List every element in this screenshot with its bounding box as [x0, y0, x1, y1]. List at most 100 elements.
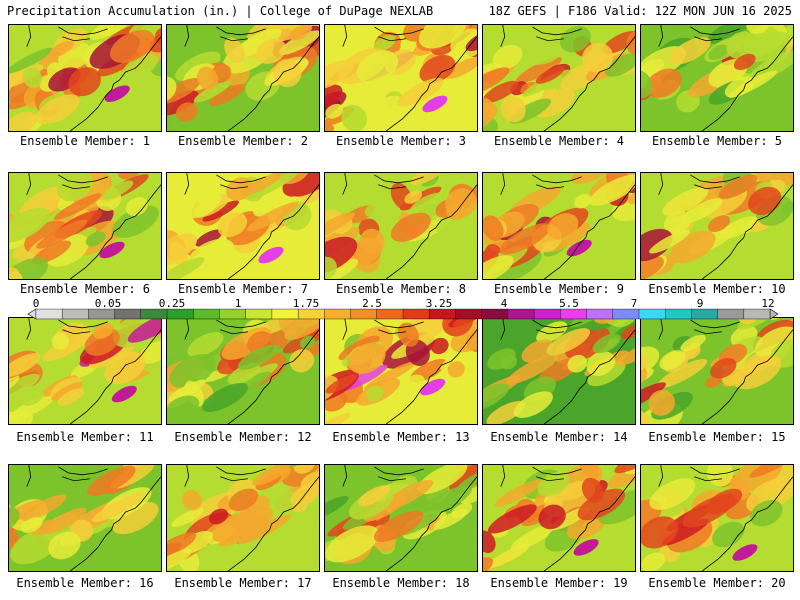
scale-bar: [27, 308, 779, 320]
ensemble-member-label: Ensemble Member: 9: [493, 282, 625, 296]
ensemble-member-map: [166, 317, 320, 425]
scale-color-bin: [481, 308, 509, 320]
ensemble-member-label: Ensemble Member: 1: [19, 134, 151, 148]
scale-color-bin: [35, 308, 63, 320]
scale-color-bin: [114, 308, 142, 320]
scale-tick-label: 5.5: [559, 297, 579, 310]
ensemble-member-map: [482, 317, 636, 425]
scale-tick-labels: 0 0.05 0.25 1 1.75 2.5 3.25 4 5.5 7 9 12: [32, 297, 775, 310]
ensemble-member-map: [8, 172, 162, 280]
scale-color-bin: [612, 308, 640, 320]
map-title: Precipitation Accumulation (in.) | Colle…: [7, 4, 434, 18]
scale-right-arrow: [769, 308, 779, 320]
precipitation-field: [167, 465, 319, 571]
ensemble-member-map: [8, 464, 162, 572]
scale-tick-label: 0.25: [158, 297, 186, 310]
ensemble-member-map: [482, 172, 636, 280]
scale-color-bin: [507, 308, 535, 320]
ensemble-member-label: Ensemble Member: 18: [332, 576, 470, 590]
ensemble-member-map: [8, 24, 162, 132]
ensemble-member-map: [166, 464, 320, 572]
scale-tick-label: 0: [32, 297, 40, 310]
scale-color-bin: [717, 308, 745, 320]
precipitation-field: [9, 25, 161, 131]
precipitation-field: [9, 465, 161, 571]
precipitation-field: [167, 173, 319, 279]
scale-tick-label: 1: [234, 297, 242, 310]
scale-color-bin: [664, 308, 692, 320]
ensemble-member-label: Ensemble Member: 19: [490, 576, 628, 590]
ensemble-member-label: Ensemble Member: 15: [648, 430, 786, 444]
ensemble-member-map: [324, 24, 478, 132]
ensemble-member-map: [324, 172, 478, 280]
precipitation-field: [641, 465, 793, 571]
ensemble-member-label: Ensemble Member: 16: [16, 576, 154, 590]
ensemble-member-label: Ensemble Member: 5: [651, 134, 783, 148]
precipitation-field: [9, 173, 161, 279]
ensemble-member-label: Ensemble Member: 6: [19, 282, 151, 296]
scale-left-arrow: [27, 308, 37, 320]
scale-color-bin: [140, 308, 168, 320]
precipitation-field: [325, 25, 477, 131]
scale-color-bin: [61, 308, 89, 320]
ensemble-member-label: Ensemble Member: 8: [335, 282, 467, 296]
ensemble-member-map: [166, 24, 320, 132]
ensemble-member-map: [324, 317, 478, 425]
precipitation-field: [9, 318, 161, 424]
ensemble-member-label: Ensemble Member: 13: [332, 430, 470, 444]
precipitation-field: [641, 173, 793, 279]
ensemble-member-label: Ensemble Member: 11: [16, 430, 154, 444]
ensemble-member-label: Ensemble Member: 12: [174, 430, 312, 444]
scale-color-bin: [88, 308, 116, 320]
scale-color-bin: [350, 308, 378, 320]
ensemble-member-label: Ensemble Member: 4: [493, 134, 625, 148]
precipitation-field: [483, 25, 635, 131]
scale-color-bin: [560, 308, 588, 320]
scale-tick-label: 9: [696, 297, 704, 310]
ensemble-member-label: Ensemble Member: 10: [648, 282, 786, 296]
scale-tick-label: 4: [500, 297, 508, 310]
scale-tick-label: 7: [630, 297, 638, 310]
scale-color-bin: [638, 308, 666, 320]
precipitation-field: [641, 25, 793, 131]
scale-color-bin: [402, 308, 430, 320]
precipitation-color-scale: 0 0.05 0.25 1 1.75 2.5 3.25 4 5.5 7 9 12: [27, 297, 779, 321]
precipitation-field: [483, 465, 635, 571]
ensemble-member-map: [482, 464, 636, 572]
scale-tick-label: 2.5: [362, 297, 382, 310]
precipitation-field: [483, 173, 635, 279]
scale-color-bin: [691, 308, 719, 320]
ensemble-member-label: Ensemble Member: 20: [648, 576, 786, 590]
scale-color-bin: [455, 308, 483, 320]
ensemble-member-label: Ensemble Member: 3: [335, 134, 467, 148]
precipitation-field: [483, 318, 635, 424]
scale-color-bin: [743, 308, 771, 320]
precipitation-field: [641, 318, 793, 424]
scale-color-bin: [271, 308, 299, 320]
precipitation-field: [167, 318, 319, 424]
ensemble-member-label: Ensemble Member: 2: [177, 134, 309, 148]
precipitation-field: [325, 465, 477, 571]
ensemble-member-map: [166, 172, 320, 280]
ensemble-member-label: Ensemble Member: 17: [174, 576, 312, 590]
precipitation-field: [167, 25, 319, 131]
scale-color-bin: [324, 308, 352, 320]
model-run-info: 18Z GEFS | F186 Valid: 12Z MON JUN 16 20…: [488, 4, 792, 18]
scale-color-bin: [533, 308, 561, 320]
precipitation-field: [325, 173, 477, 279]
scale-tick-label: 1.75: [292, 297, 320, 310]
ensemble-member-map: [640, 24, 794, 132]
scale-tick-label: 0.05: [94, 297, 122, 310]
scale-color-bin: [376, 308, 404, 320]
ensemble-member-map: [482, 24, 636, 132]
ensemble-member-map: [640, 464, 794, 572]
ensemble-member-label: Ensemble Member: 14: [490, 430, 628, 444]
ensemble-member-label: Ensemble Member: 7: [177, 282, 309, 296]
scale-color-bin: [297, 308, 325, 320]
scale-color-bin: [193, 308, 220, 320]
scale-tick-label: 12: [761, 297, 775, 310]
scale-color-bin: [219, 308, 247, 320]
scale-color-bin: [166, 308, 194, 320]
ensemble-member-map: [324, 464, 478, 572]
ensemble-member-map: [640, 317, 794, 425]
